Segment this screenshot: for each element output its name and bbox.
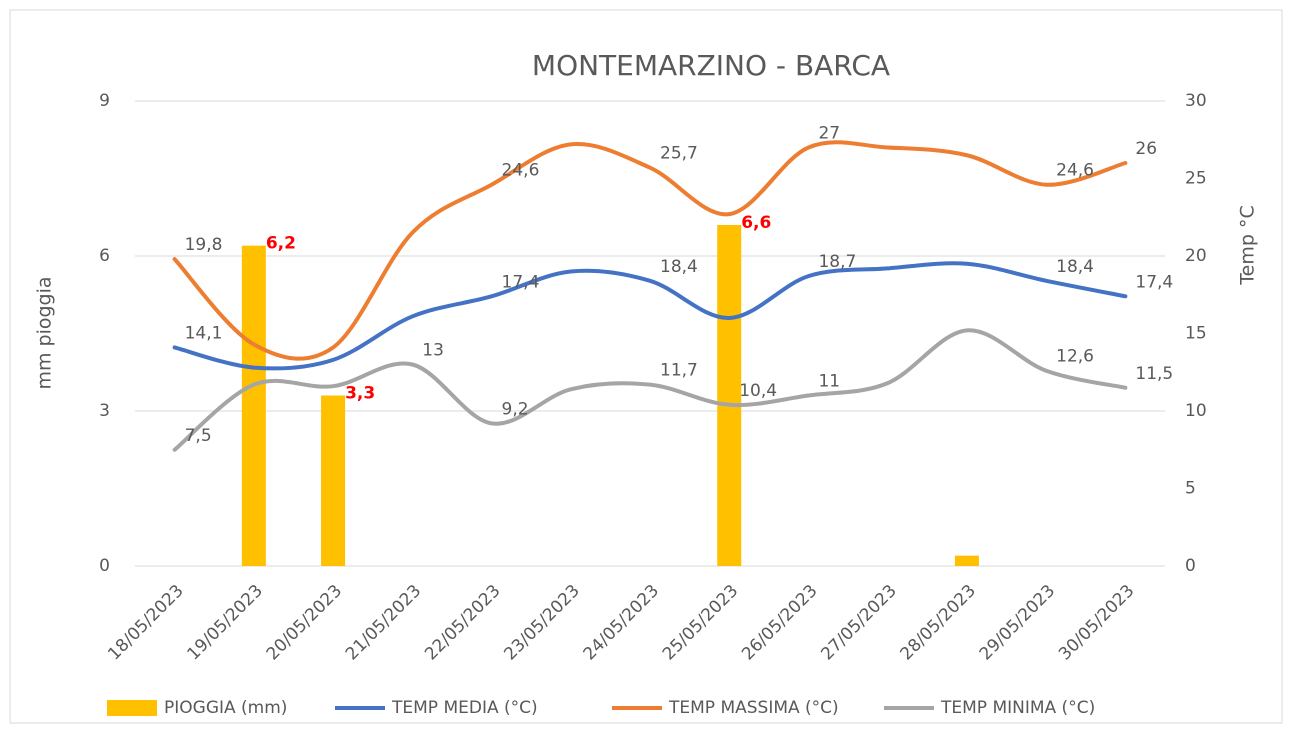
line-series [172,140,1128,361]
legend-label: TEMP MASSIMA (°C) [668,698,839,718]
y2-tick-label: 20 [1185,246,1207,266]
data-label: 3,3 [345,384,375,404]
bar [241,245,266,566]
line-series [172,328,1128,452]
chart-frame [9,9,1283,724]
data-label: 6,2 [266,234,296,254]
bar [954,555,979,566]
y-tick-label: 9 [99,91,110,111]
data-label: 6,6 [741,213,771,233]
y2-tick-label: 15 [1185,324,1207,344]
y2-axis-title: Temp °C [1237,205,1259,285]
data-label: 24,6 [502,161,540,181]
legend-label: TEMP MEDIA (°C) [391,698,538,718]
y-tick-label: 3 [99,401,110,421]
data-label: 10,4 [739,381,777,401]
legend-label: TEMP MINIMA (°C) [940,698,1095,718]
y2-tick-label: 5 [1185,479,1196,499]
data-label: 24,6 [1056,161,1094,181]
chart-title: MONTEMARZINO - BARCA [532,49,890,82]
data-label: 18,4 [660,257,698,277]
data-label: 11,5 [1135,364,1173,384]
data-label: 9,2 [502,399,529,419]
data-label: 7,5 [185,426,212,446]
data-label: 17,4 [502,272,540,292]
data-label: 19,8 [185,235,223,255]
y2-tick-label: 10 [1185,401,1207,421]
y-tick-label: 0 [99,556,110,576]
data-label: 11,7 [660,361,698,381]
y2-tick-label: 25 [1185,169,1207,189]
data-label: 14,1 [185,323,223,343]
bar [321,395,346,566]
data-label: 12,6 [1056,347,1094,367]
y2-tick-label: 30 [1185,91,1207,111]
data-label: 25,7 [660,144,698,164]
data-label: 13 [422,341,444,361]
data-label: 17,4 [1135,272,1173,292]
data-label: 11 [818,372,840,392]
data-label: 27 [818,124,840,144]
line-series [172,261,1128,371]
data-label: 18,4 [1056,257,1094,277]
data-label: 18,7 [818,252,856,272]
data-label: 26 [1135,139,1157,159]
y-tick-label: 6 [99,246,110,266]
legend-label: PIOGGIA (mm) [164,698,287,718]
y2-tick-label: 0 [1185,556,1196,576]
legend-swatch [107,700,157,716]
y-axis-title: mm pioggia [34,276,56,389]
bar [717,225,742,566]
